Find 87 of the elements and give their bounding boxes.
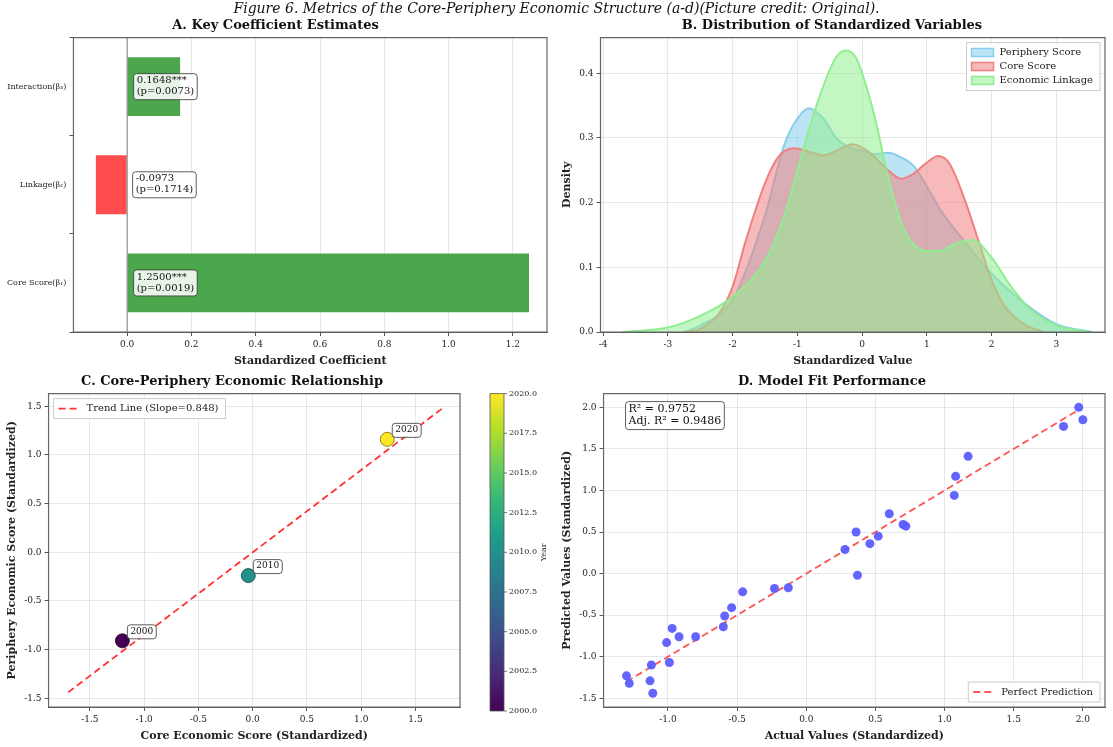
- annotation: Adj. R² = 0.9486: [627, 413, 722, 427]
- data-label: -0.0973 (p=0.1714): [135, 172, 194, 195]
- legend-label: Periphery Score: [999, 46, 1082, 58]
- legend-label: Trend Line (Slope=0.848): [86, 402, 219, 414]
- chart-title: A. Key Coefficient Estimates: [171, 17, 379, 33]
- y-tick-label: 0.3: [579, 132, 594, 143]
- color-bar-label: 2020.0: [509, 388, 537, 398]
- color-bar-label: 2007.5: [509, 587, 537, 597]
- legend-label: Core Score: [999, 60, 1057, 72]
- x-tick-label: -0.5: [728, 713, 747, 724]
- y-tick-label: 0.5: [27, 497, 42, 508]
- y-tick-label: 0.2: [579, 196, 594, 207]
- color-bar-label: 2012.5: [509, 507, 537, 517]
- y-tick-label: 0.1: [579, 261, 594, 272]
- x-tick-label: 1.2: [505, 338, 521, 349]
- x-tick-label: -4: [598, 338, 608, 349]
- color-bar-label: 2010.0: [509, 547, 537, 557]
- x-tick-label: -2: [728, 338, 738, 349]
- y-tick-label: 0.0: [27, 546, 42, 557]
- y-tick-label: Linkage(β₂): [19, 179, 67, 189]
- y-tick-label: 1.5: [27, 400, 42, 411]
- x-tick-label: 1.0: [354, 713, 369, 724]
- y-tick-label: -1.0: [24, 643, 42, 654]
- annotation: R² = 0.9752: [628, 401, 696, 415]
- y-tick-label: -0.5: [24, 595, 42, 606]
- x-axis-title: Standardized Coefficient: [233, 354, 388, 368]
- y-tick-label: 1.5: [582, 443, 597, 454]
- color-bar-label: 2015.0: [509, 468, 537, 478]
- x-axis-title: Core Economic Score (Standardized): [140, 729, 368, 743]
- x-tick-label: 0.6: [312, 338, 328, 349]
- y-tick-label: 1.0: [27, 449, 42, 460]
- x-tick-label: 1.0: [937, 713, 952, 724]
- x-tick-label: 0.4: [248, 338, 264, 349]
- x-tick-label: -0.5: [189, 713, 208, 724]
- x-tick-label: 0.0: [119, 338, 135, 349]
- y-tick-label: -1.5: [24, 692, 42, 703]
- color-bar-label: 2002.5: [509, 666, 537, 676]
- y-tick-label: Core Score(β₁): [7, 278, 67, 288]
- y-tick-label: 1.0: [582, 484, 597, 495]
- y-tick-label: 0.0: [582, 567, 597, 578]
- annotation: 2010: [256, 560, 280, 571]
- color-bar-label: 2005.0: [509, 626, 537, 636]
- x-axis-title: Standardized Value: [793, 354, 913, 368]
- x-axis-title: Actual Values (Standardized): [763, 729, 944, 743]
- data-label: 0.1648*** (p=0.0073): [136, 74, 195, 97]
- x-tick-label: 1: [924, 338, 930, 349]
- y-tick-label: 0.4: [579, 67, 594, 78]
- y-tick-label: -0.5: [579, 609, 597, 620]
- x-tick-label: -1: [793, 338, 802, 349]
- x-tick-label: 0.8: [377, 338, 392, 349]
- chart-title: C. Core-Periphery Economic Relationship: [81, 373, 383, 389]
- y-axis-title: Periphery Economic Score (Standardized): [5, 421, 19, 680]
- legend-label: Economic Linkage: [999, 74, 1094, 86]
- y-axis-title: Density: [560, 161, 574, 208]
- x-tick-label: -3: [663, 338, 673, 349]
- x-tick-label: 0.2: [184, 338, 199, 349]
- x-tick-label: 1.5: [1006, 713, 1022, 724]
- x-tick-label: -1.5: [81, 713, 99, 724]
- x-tick-label: -1.0: [135, 713, 154, 724]
- color-bar-title: Year: [539, 543, 549, 563]
- chart-title: B. Distribution of Standardized Variables: [681, 17, 983, 33]
- y-tick-label: 2.0: [582, 401, 597, 412]
- x-tick-label: 1.5: [408, 713, 423, 724]
- caption: Figure 6. Metrics of the Core-Periphery Economic Structure (a-d)(Picture credit: Original).: [232, 0, 881, 16]
- x-tick-label: 2: [988, 338, 995, 349]
- y-tick-label: -1.0: [579, 651, 597, 662]
- x-tick-label: 1.0: [441, 338, 457, 349]
- annotation: 2000: [130, 625, 154, 636]
- x-tick-label: 0.5: [868, 713, 883, 724]
- data-label: 1.2500*** (p=0.0019): [136, 270, 195, 293]
- y-tick-label: 0.5: [582, 526, 597, 537]
- y-tick-label: -1.5: [579, 692, 597, 703]
- x-tick-label: 0.0: [245, 713, 261, 724]
- x-tick-label: -1.0: [659, 713, 677, 724]
- x-tick-label: 3: [1053, 338, 1060, 349]
- y-tick-label: Interaction(β₃): [7, 81, 67, 91]
- color-bar-label: 2017.5: [509, 428, 537, 438]
- color-bar-label: 2000.0: [509, 706, 537, 716]
- y-axis-title: Predicted Values (Standardized): [560, 450, 574, 650]
- x-tick-label: 0: [859, 338, 866, 349]
- y-tick-label: 0.0: [579, 326, 594, 337]
- annotation: 2020: [395, 424, 419, 435]
- chart-title: D. Model Fit Performance: [738, 373, 926, 389]
- legend-label: Perfect Prediction: [1001, 685, 1094, 697]
- x-tick-label: 2.0: [1075, 713, 1091, 724]
- x-tick-label: 0.0: [799, 713, 814, 724]
- x-tick-label: 0.5: [299, 713, 315, 724]
